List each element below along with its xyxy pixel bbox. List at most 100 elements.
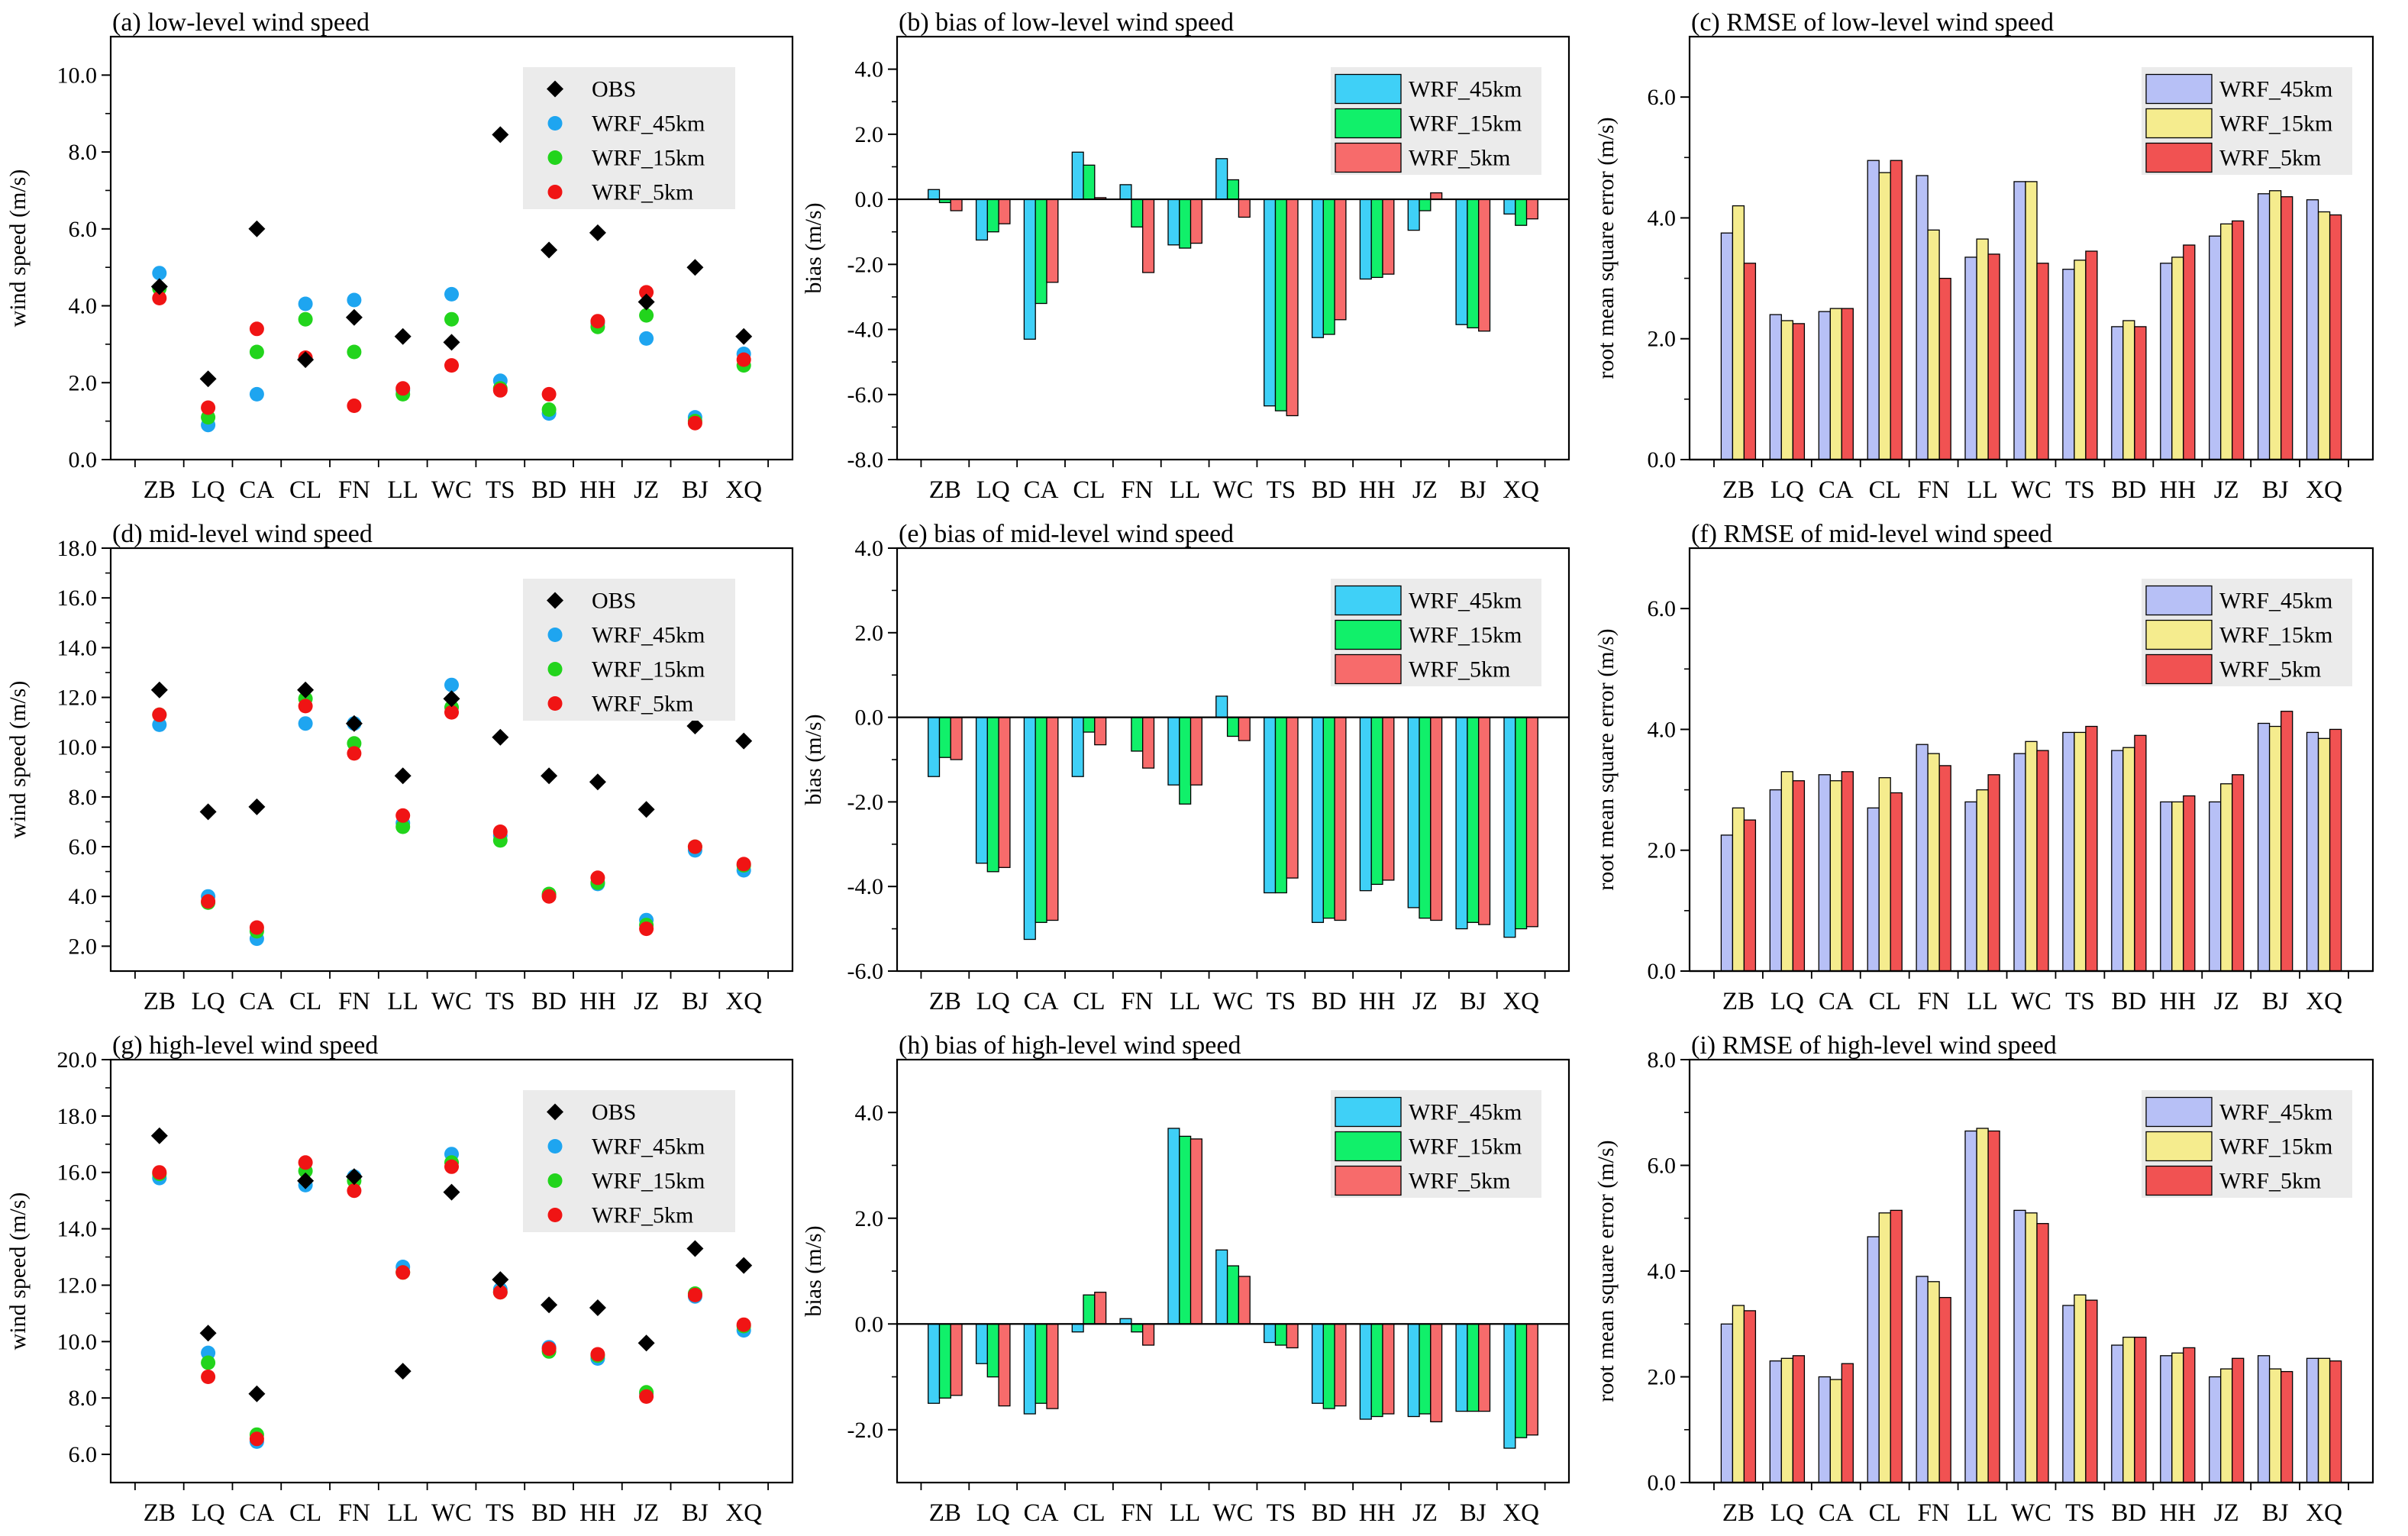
y-tick-label: 6.0 [1648,85,1677,110]
bar-WRF_45km-BJ [2257,193,2271,460]
bar-WRF_15km-HH [1370,1323,1383,1418]
point-OBS-LQ [199,1325,217,1342]
bar-WRF_15km-TS [1274,716,1287,894]
legend-label: WRF_5km [2219,146,2321,171]
bar-WRF_15km-CA [1829,780,1842,972]
x-category-label: CL [1073,988,1105,1015]
legend: WRF_45km WRF_15km WRF_5km [2142,67,2352,175]
bar-WRF_15km-CL [1083,1294,1096,1325]
point-WRF_15km-LQ [201,1355,216,1370]
point-WRF_5km-CL [298,1155,313,1170]
bar-WRF_15km-BD [1322,716,1335,919]
y-tick-label: 2.0 [69,934,98,959]
x-category-label: WC [431,988,472,1015]
bar-WRF_45km-BD [1311,198,1325,338]
x-category-label: BD [2111,1499,2146,1527]
legend-label: WRF_15km [592,146,705,171]
legend-label: WRF_15km [592,1169,705,1194]
bar-WRF_45km-TS [1264,198,1277,407]
x-category-label: BD [531,988,566,1015]
bar-WRF_45km-CL [1071,716,1084,777]
bar-WRF_5km-FN [1938,277,1951,460]
bar-WRF_5km-LQ [1792,1355,1806,1483]
x-category-label: LQ [192,988,225,1015]
point-OBS-HH [589,1299,606,1316]
bar-WRF_45km-ZB [928,189,941,200]
point-WRF_45km-WC [444,286,459,302]
legend-marker [547,696,563,711]
legend-marker [547,185,563,199]
x-category-label: CA [1819,1499,1854,1527]
x-category-label: XQ [725,988,762,1015]
point-OBS-FN [345,308,363,326]
y-tick-label: 16.0 [57,1160,98,1186]
x-category-label: CL [1073,1499,1105,1527]
bar-WRF_45km-TS [2062,1305,2075,1483]
legend-swatch [1335,1096,1402,1128]
y-axis-label: root mean square error (m/s) [1593,117,1619,379]
x-category-label: CL [289,1499,321,1527]
x-category-label: BJ [2262,476,2289,504]
x-category-label: HH [1359,988,1396,1015]
x-category-label: XQ [725,476,762,504]
bar-WRF_5km-WC [1238,716,1251,741]
bar-WRF_45km-LL [1964,257,1977,460]
point-WRF_5km-CL [298,699,313,714]
bar-WRF_5km-BD [1334,198,1347,321]
bar-WRF_45km-HH [1359,1323,1372,1420]
bar-WRF_15km-XQ [1515,198,1528,226]
point-OBS-ZB [150,1127,168,1144]
x-category-label: TS [486,988,515,1015]
y-tick-label: 4.0 [69,884,98,909]
bar-WRF_5km-TS [2085,250,2098,460]
bar-WRF_5km-HH [2183,795,2196,972]
legend-label: OBS [592,1100,636,1125]
x-category-label: LQ [976,476,1010,504]
bar-WRF_45km-TS [2062,731,2075,972]
y-tick-label: 0.0 [1648,1470,1677,1496]
bar-WRF_5km-WC [2036,750,2049,972]
bar-WRF_15km-JZ [1419,198,1432,211]
x-category-label: LQ [976,1499,1010,1527]
legend-swatch [1335,73,1402,105]
x-category-label: JZ [2214,988,2239,1015]
x-category-label: CA [1024,476,1059,504]
bar-WRF_45km-LQ [1769,1360,1782,1483]
bar-WRF_15km-WC [2025,1212,2038,1483]
x-category-label: HH [2159,476,2196,504]
bar-WRF_5km-XQ [1525,198,1538,220]
x-category-label: TS [1267,1499,1296,1527]
bar-WRF_45km-ZB [928,716,941,777]
bar-WRF_15km-FN [1927,753,1940,972]
bar-WRF_45km-XQ [2306,1357,2319,1483]
x-category-label: CA [1819,476,1854,504]
bar-WRF_45km-FN [1916,175,1929,460]
point-OBS-BD [541,241,558,259]
x-category-label: CA [1024,1499,1059,1527]
bar-WRF_15km-JZ [1419,1323,1432,1415]
bar-WRF_15km-LQ [986,1323,999,1378]
point-WRF_5km-FN [347,399,362,413]
bar-WRF_15km-TS [2074,260,2087,460]
point-OBS-CA [248,220,266,237]
bar-WRF_15km-BJ [2268,1368,2282,1483]
point-WRF_15km-CA [249,344,264,360]
bar-WRF_45km-XQ [2306,199,2319,460]
axes-frame [109,35,794,461]
legend-label: WRF_5km [592,1203,693,1228]
x-category-label: ZB [1722,988,1754,1015]
legend-label: WRF_5km [592,180,693,205]
x-category-label: FN [338,988,370,1015]
y-tick-label: 8.0 [69,140,98,165]
x-category-label: HH [579,476,616,504]
point-WRF_15km-JZ [639,308,654,323]
y-tick-label: 4.0 [1648,1259,1677,1284]
bar-WRF_15km-HH [1370,198,1383,279]
bar-WRF_5km-JZ [2232,1357,2245,1483]
bar-WRF_5km-LL [1189,716,1202,786]
bar-WRF_45km-CL [1867,160,1880,460]
bar-WRF_45km-XQ [2306,731,2319,972]
bar-WRF_5km-LL [1189,1138,1202,1325]
x-category-label: ZB [144,988,176,1015]
bar-WRF_5km-ZB [950,1323,963,1396]
